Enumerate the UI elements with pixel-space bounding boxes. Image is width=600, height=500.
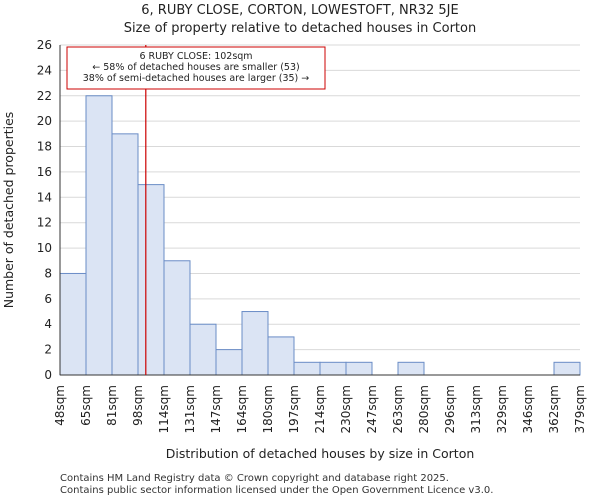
x-tick-label: 214sqm: [313, 385, 327, 433]
x-tick-label: 313sqm: [469, 385, 483, 433]
x-tick-label: 362sqm: [547, 385, 561, 433]
x-tick-label: 280sqm: [417, 385, 431, 433]
bar: [241, 311, 269, 376]
bar: [267, 336, 295, 376]
x-tick-label: 65sqm: [79, 385, 93, 426]
y-tick-label: 4: [44, 317, 52, 331]
x-tick-label: 329sqm: [495, 385, 509, 433]
chart-title: 6, RUBY CLOSE, CORTON, LOWESTOFT, NR32 5…: [141, 3, 459, 18]
x-tick-label: 296sqm: [443, 385, 457, 433]
bar: [397, 361, 425, 376]
y-tick-label: 14: [37, 190, 52, 204]
x-tick-label: 48sqm: [53, 385, 67, 426]
x-tick-label: 164sqm: [235, 385, 249, 433]
y-tick-label: 20: [37, 114, 52, 128]
bar: [163, 260, 191, 376]
y-tick-label: 24: [37, 63, 52, 77]
x-tick-label: 230sqm: [339, 385, 353, 433]
y-tick-label: 8: [44, 266, 52, 280]
x-axis-title: Distribution of detached houses by size …: [166, 446, 475, 461]
x-tick-label: 263sqm: [391, 385, 405, 433]
y-tick-label: 6: [44, 292, 52, 306]
bar: [215, 349, 243, 376]
x-tick-label: 180sqm: [261, 385, 275, 433]
annotation-line-2: ← 58% of detached houses are smaller (53…: [92, 62, 299, 73]
chart-subtitle: Size of property relative to detached ho…: [123, 21, 477, 36]
y-tick-label: 16: [37, 165, 52, 179]
bar: [553, 361, 581, 376]
bar: [189, 323, 217, 376]
x-tick-label: 114sqm: [157, 385, 171, 433]
x-tick-label: 131sqm: [183, 385, 197, 433]
annotation-line-1: 6 RUBY CLOSE: 102sqm: [139, 51, 252, 62]
x-tick-label: 197sqm: [287, 385, 301, 433]
y-tick-label: 26: [37, 38, 52, 52]
y-tick-label: 22: [37, 89, 52, 103]
bar: [319, 361, 347, 376]
bar: [85, 95, 113, 376]
y-tick-label: 10: [37, 241, 52, 255]
x-tick-label: 346sqm: [521, 385, 535, 433]
y-axis-title: Number of detached properties: [1, 112, 16, 309]
bar: [137, 184, 165, 376]
x-tick-label: 147sqm: [209, 385, 223, 433]
bar: [345, 361, 373, 376]
footer-line-2: Contains public sector information licen…: [60, 485, 494, 496]
annotation-line-3: 38% of semi-detached houses are larger (…: [83, 73, 310, 84]
x-tick-label: 81sqm: [105, 385, 119, 426]
y-tick-label: 2: [44, 343, 52, 357]
bar: [59, 272, 87, 376]
x-tick-label: 379sqm: [573, 385, 587, 433]
y-tick-label: 12: [37, 216, 52, 230]
y-tick-label: 0: [44, 368, 52, 382]
y-tick-label: 18: [37, 140, 52, 154]
bar: [111, 133, 139, 376]
bar: [293, 361, 321, 376]
footer-line-1: Contains HM Land Registry data © Crown c…: [60, 473, 449, 484]
x-tick-label: 98sqm: [131, 385, 145, 426]
annotation-box: [66, 46, 326, 90]
x-tick-label: 247sqm: [365, 385, 379, 433]
